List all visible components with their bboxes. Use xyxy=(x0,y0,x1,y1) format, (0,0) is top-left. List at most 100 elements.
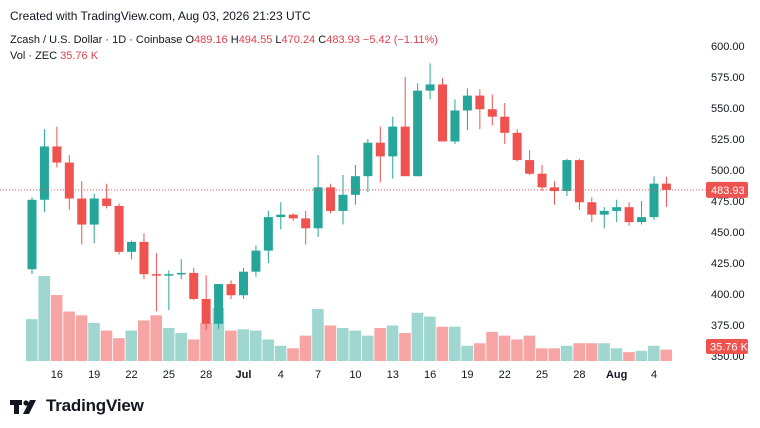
candle-body xyxy=(214,284,224,324)
y-tick-label: 400.00 xyxy=(711,289,745,301)
candle-body xyxy=(114,205,124,252)
volume-bar xyxy=(660,349,673,361)
high-label: H xyxy=(230,34,239,46)
x-tick-label: 4 xyxy=(651,369,657,381)
candle-body xyxy=(500,116,510,133)
volume-label[interactable]: Vol · ZEC xyxy=(10,50,58,62)
candle-body xyxy=(27,199,37,270)
x-tick-label: 19 xyxy=(461,369,473,381)
x-tick-label: 22 xyxy=(499,369,511,381)
volume-bar xyxy=(88,322,100,361)
tradingview-logo-text: TradingView xyxy=(46,396,144,415)
volume-bar xyxy=(287,348,299,361)
candle-body xyxy=(549,187,559,192)
candle-body xyxy=(338,194,348,211)
candles xyxy=(27,63,671,330)
volume-legend: Vol · ZEC 35.76 K xyxy=(10,50,98,62)
tradingview-logo-icon xyxy=(10,400,36,414)
candle-body xyxy=(661,183,671,190)
candle-body xyxy=(350,176,360,195)
candle-body xyxy=(176,272,186,275)
candle-body xyxy=(637,217,647,223)
volume-bar xyxy=(386,325,399,361)
candle-body xyxy=(276,214,286,218)
candle-body xyxy=(238,271,248,296)
candle-body xyxy=(102,198,112,206)
x-tick-label: 4 xyxy=(278,369,284,381)
candle-body xyxy=(512,132,522,161)
tradingview-logo[interactable]: TradingView xyxy=(10,396,144,416)
low-label: L xyxy=(275,34,282,46)
volume-bar xyxy=(548,348,561,361)
volume-badge-label: 35.76 K xyxy=(710,342,749,354)
candle-body xyxy=(574,160,584,203)
volume-bar xyxy=(623,352,635,361)
volume-bar xyxy=(26,319,38,361)
volume-bar xyxy=(635,350,648,361)
candle-body xyxy=(89,198,99,225)
y-tick-label: 550.00 xyxy=(711,103,745,115)
candle-body xyxy=(587,202,597,215)
symbol-name[interactable]: Zcash / U.S. Dollar · 1D · Coinbase xyxy=(10,34,183,46)
volume-bar xyxy=(274,345,287,361)
volume-bar xyxy=(237,329,250,361)
volume-bar xyxy=(598,343,610,361)
candle-body xyxy=(288,214,298,219)
candle-body xyxy=(77,198,87,225)
volume-bar xyxy=(200,322,212,361)
volume-bar xyxy=(299,335,312,361)
volume-bar xyxy=(648,345,660,361)
volume-bar xyxy=(337,328,349,361)
high-value: 494.55 xyxy=(238,34,273,46)
candle-body xyxy=(612,207,622,211)
volume-badge: 35.76 K xyxy=(706,339,749,354)
candle-body xyxy=(525,160,535,174)
volume-bar xyxy=(249,330,262,361)
volume-bar xyxy=(448,326,461,361)
price-badge-bg xyxy=(706,181,748,198)
candle-body xyxy=(226,284,236,296)
y-tick-label: 525.00 xyxy=(711,134,745,146)
volume-bar xyxy=(361,335,374,361)
candle-body xyxy=(562,160,572,192)
y-axis[interactable]: 600.00 575.00 550.00 525.00 500.00 475.00 450.… xyxy=(711,41,745,363)
candle-body xyxy=(624,207,634,223)
volume-bar xyxy=(511,339,523,361)
close-label: C xyxy=(318,34,327,46)
candle-body xyxy=(450,110,460,142)
candle-body xyxy=(189,272,199,299)
volume-bars xyxy=(26,276,673,361)
volume-bar xyxy=(212,307,225,361)
volume-bar xyxy=(150,315,162,361)
candle-body xyxy=(487,109,497,117)
volume-bar xyxy=(187,339,200,361)
volume-bar xyxy=(38,276,51,361)
candle-body xyxy=(64,162,74,199)
volume-bar xyxy=(560,345,573,361)
candle-body xyxy=(251,250,261,272)
x-tick-label: Jul xyxy=(236,369,252,381)
volume-bar xyxy=(349,330,362,361)
volume-bar xyxy=(262,339,274,361)
y-tick-label: 375.00 xyxy=(711,320,745,332)
x-tick-label: 25 xyxy=(536,369,548,381)
x-tick-label: 28 xyxy=(200,369,212,381)
volume-bar xyxy=(585,343,598,361)
y-tick-label: 425.00 xyxy=(711,258,745,270)
candle-body xyxy=(201,298,211,324)
change-value: −5.42 (−1.11%) xyxy=(362,34,438,46)
volume-bar xyxy=(324,325,337,361)
candle-body xyxy=(388,126,398,157)
candle-body xyxy=(413,90,423,177)
x-axis[interactable]: 16 19 22 25 28 Jul 4 7 10 13 16 19 22 25 28 Aug 4 xyxy=(51,369,657,381)
close-value: 483.93 xyxy=(326,34,360,46)
x-tick-label: 25 xyxy=(163,369,175,381)
price-badge-label: 483.93 xyxy=(711,185,745,197)
y-tick-label: 500.00 xyxy=(711,165,745,177)
candle-body xyxy=(313,187,323,229)
volume-bar xyxy=(536,348,548,361)
x-tick-label: 16 xyxy=(424,369,436,381)
candle-body xyxy=(537,173,547,188)
candle-body xyxy=(599,210,609,215)
